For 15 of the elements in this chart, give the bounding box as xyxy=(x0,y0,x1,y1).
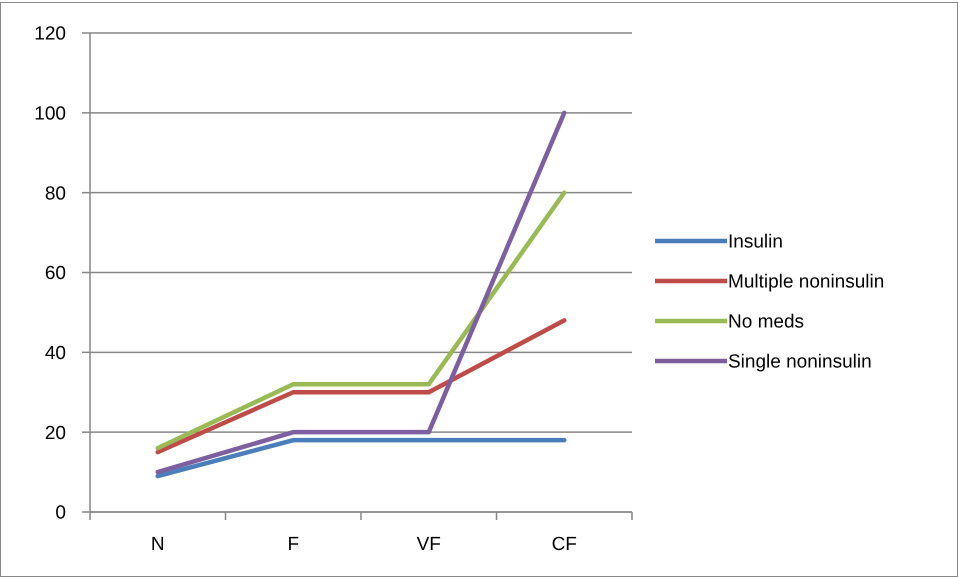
y-tick-label: 100 xyxy=(34,103,66,124)
x-tick-label: F xyxy=(287,534,300,555)
x-tick-label: VF xyxy=(416,534,441,555)
y-tick-label: 120 xyxy=(34,24,66,45)
y-tick-label: 40 xyxy=(44,342,66,364)
y-tick-label: 0 xyxy=(55,502,66,524)
legend-label: Multiple noninsulin xyxy=(728,272,884,293)
legend-label: Insulin xyxy=(728,232,783,253)
y-tick-label: 60 xyxy=(44,263,66,284)
legend-label: No meds xyxy=(728,312,804,333)
y-tick-label: 80 xyxy=(44,183,66,204)
legend-label: Single noninsulin xyxy=(728,352,872,373)
x-tick-label: CF xyxy=(552,534,577,555)
x-tick-label: N xyxy=(150,534,165,555)
y-tick-label: 20 xyxy=(44,422,66,444)
